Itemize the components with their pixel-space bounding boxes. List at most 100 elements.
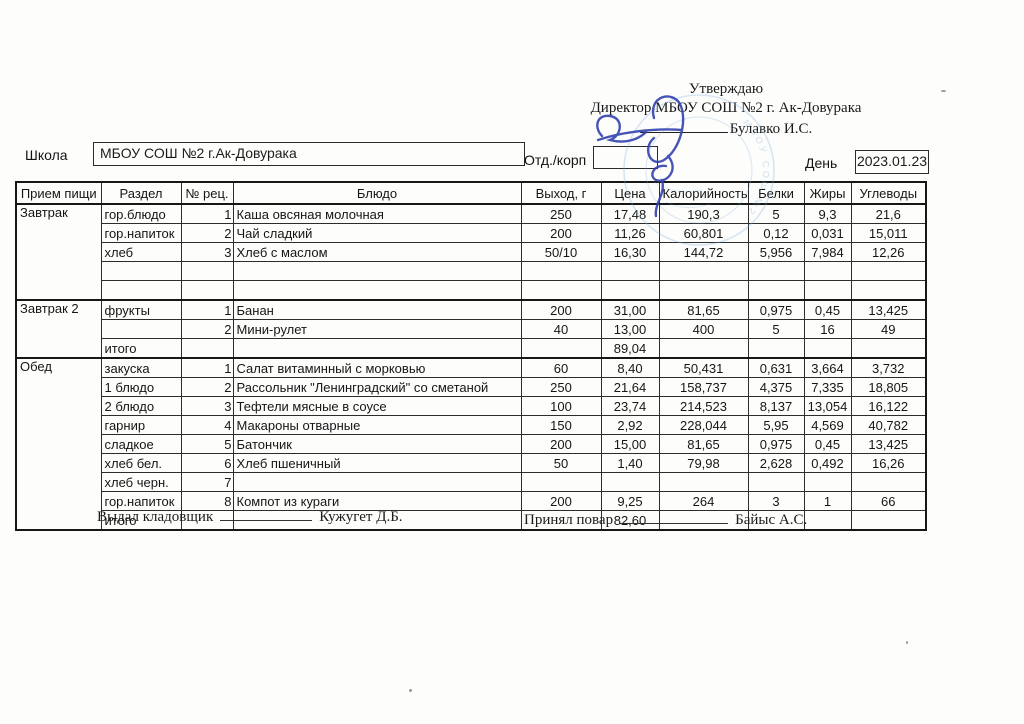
protein-cell: 4,375 [747, 377, 805, 397]
menu-table: Прием пищи Раздел № рец. Блюдо Выход, г … [15, 181, 927, 531]
price-cell: 15,00 [600, 434, 660, 454]
signature-underline [639, 120, 728, 133]
dish-cell: Каша овсяная молочная [232, 203, 522, 224]
recipe-num-cell: 2 [180, 223, 234, 243]
protein-cell [747, 280, 805, 301]
carbs-cell [850, 338, 927, 359]
received-by-line: Принял повар Байыс А.С. [524, 512, 807, 529]
price-cell: 2,92 [600, 415, 660, 435]
table-row: Обед закуска 1 Салат витаминный с морковью 6… [15, 357, 927, 531]
price-cell: 1,40 [600, 453, 660, 473]
recipe-num-cell [180, 261, 234, 281]
calories-cell: 158,737 [658, 377, 749, 397]
output-cell: 50 [520, 453, 602, 473]
fat-cell [803, 510, 852, 531]
calories-cell: 400 [658, 319, 749, 339]
recipe-num-cell: 2 [180, 319, 234, 339]
fat-cell: 13,054 [803, 396, 852, 416]
razdel-cell: закуска [100, 357, 182, 378]
output-cell: 200 [520, 491, 602, 511]
meal-cell: Завтрак [15, 203, 102, 301]
table-row: итого 82,60 [16, 510, 927, 531]
calories-cell: 79,98 [658, 453, 749, 473]
issued-name: Кужугет Д.Б. [319, 509, 403, 525]
calories-cell: 264 [658, 491, 749, 511]
price-cell: 21,64 [600, 377, 660, 397]
carbs-cell [850, 510, 927, 531]
output-cell [520, 261, 602, 281]
day-label: День [805, 155, 838, 171]
recipe-num-cell: 1 [180, 203, 234, 224]
carbs-cell: 13,425 [850, 434, 927, 454]
carbs-cell: 16,26 [850, 453, 927, 473]
received-signature-line [620, 512, 729, 524]
issued-signature-line [220, 509, 313, 521]
scan-speck [941, 90, 946, 92]
table-row: 1 блюдо 2 Рассольник "Ленинградский" со см… [16, 377, 927, 397]
calories-cell: 144,72 [658, 242, 749, 262]
razdel-cell: 2 блюдо [100, 396, 182, 416]
scan-speck [409, 689, 412, 692]
approval-director-line: Директор МБОУ СОШ №2 г. Ак-Довурака [590, 100, 862, 116]
fat-cell [803, 261, 852, 281]
protein-cell: 0,975 [747, 434, 805, 454]
calories-cell: 81,65 [658, 434, 749, 454]
protein-cell: 5,95 [747, 415, 805, 435]
col-header-recipe: № рец. [180, 181, 234, 205]
razdel-cell: хлеб [100, 242, 182, 262]
output-cell [520, 280, 602, 301]
col-header-carbs: Углеводы [850, 181, 927, 205]
recipe-num-cell: 6 [180, 453, 234, 473]
carbs-cell: 15,011 [850, 223, 927, 243]
protein-cell: 0,975 [747, 299, 805, 320]
protein-cell [747, 472, 805, 492]
table-row: хлеб бел. 6 Хлеб пшеничный 50 1,40 79,98 2,628… [16, 453, 927, 473]
calories-cell [658, 338, 749, 359]
recipe-num-cell: 3 [180, 396, 234, 416]
dept-label: Отд./корп [524, 152, 587, 168]
output-cell: 40 [520, 319, 602, 339]
recipe-num-cell: 1 [180, 357, 234, 378]
approval-signer-name: Булавко И.С. [729, 121, 813, 137]
dish-cell: Компот из кураги [232, 491, 522, 511]
fat-cell: 7,984 [803, 242, 852, 262]
table-row: хлеб 3 Хлеб с маслом 50/10 16,30 144,72 5,956 7… [16, 242, 927, 262]
table-row: итого 89,04 [16, 338, 927, 359]
table-row: 2 блюдо 3 Тефтели мясные в соусе 100 23,74 21… [16, 396, 927, 416]
carbs-cell [850, 261, 927, 281]
fat-cell: 1 [803, 491, 852, 511]
dish-cell [232, 472, 522, 492]
table-row: Завтрак гор.блюдо 1 Каша овсяная молочная 2 5… [15, 203, 927, 301]
col-header-razdel: Раздел [100, 181, 182, 205]
dish-cell: Чай сладкий [232, 223, 522, 243]
calories-cell: 81,65 [658, 299, 749, 320]
razdel-cell: хлеб черн. [100, 472, 182, 492]
received-name: Байыс А.С. [735, 512, 808, 528]
table-row: хлеб черн. 7 [16, 472, 927, 492]
recipe-num-cell: 3 [180, 242, 234, 262]
razdel-cell: хлеб бел. [100, 453, 182, 473]
calories-cell [658, 280, 749, 301]
dish-cell: Рассольник "Ленинградский" со сметаной [232, 377, 522, 397]
school-value-box: МБОУ СОШ №2 г.Ак-Довурака [93, 142, 525, 166]
carbs-cell: 16,122 [850, 396, 927, 416]
recipe-num-cell: 2 [180, 377, 234, 397]
carbs-cell: 40,782 [850, 415, 927, 435]
calories-cell [658, 472, 749, 492]
carbs-cell: 21,6 [850, 203, 927, 224]
output-cell: 60 [520, 357, 602, 378]
col-header-meal: Прием пищи [15, 181, 102, 205]
output-cell [520, 338, 602, 359]
razdel-cell: гор.блюдо [100, 203, 182, 224]
protein-cell [747, 338, 805, 359]
calories-cell: 60,801 [658, 223, 749, 243]
fat-cell: 4,569 [803, 415, 852, 435]
col-header-dish: Блюдо [232, 181, 522, 205]
protein-cell: 5 [747, 203, 805, 224]
recipe-num-cell: 7 [180, 472, 234, 492]
carbs-cell: 49 [850, 319, 927, 339]
calories-cell: 214,523 [658, 396, 749, 416]
carbs-cell: 66 [850, 491, 927, 511]
dish-cell: Мини-рулет [232, 319, 522, 339]
